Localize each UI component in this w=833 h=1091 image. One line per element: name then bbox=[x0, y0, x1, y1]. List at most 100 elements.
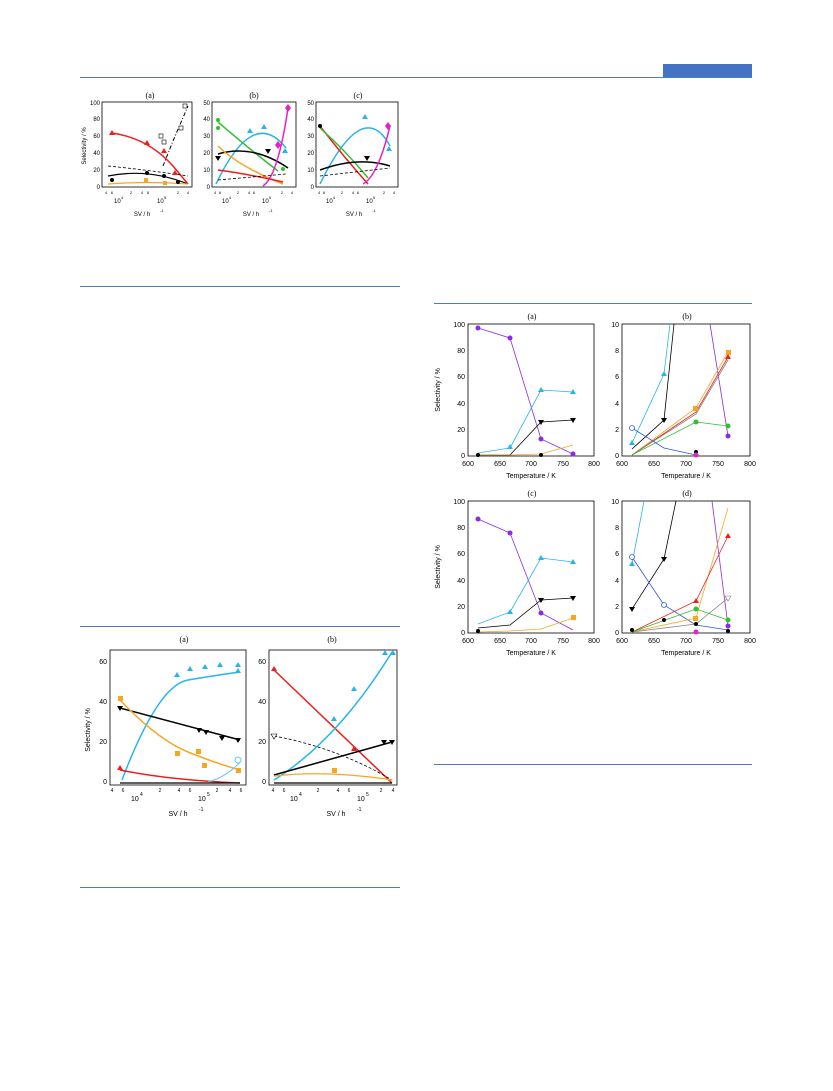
marker bbox=[693, 419, 699, 425]
y-tick: 20 bbox=[99, 739, 107, 746]
figure1: (a) Selectivity / % 0 20 40 60 80 100 4 … bbox=[82, 91, 399, 218]
y-tick: 0 bbox=[461, 630, 465, 637]
y-tick: 40 bbox=[258, 699, 266, 706]
markers-d bbox=[629, 533, 732, 635]
series-orange bbox=[477, 617, 574, 633]
marker bbox=[725, 433, 731, 439]
marker bbox=[145, 171, 149, 175]
marker bbox=[693, 406, 698, 411]
y-tick: 50 bbox=[203, 101, 210, 107]
marker bbox=[158, 133, 164, 139]
marker bbox=[693, 606, 699, 612]
x-minor-tick: 6 bbox=[189, 788, 192, 794]
y-tick: 20 bbox=[258, 739, 266, 746]
y-axis-label: Selectivity / % bbox=[435, 545, 442, 589]
plot-frame bbox=[211, 101, 297, 188]
marker bbox=[351, 686, 357, 691]
markers-green bbox=[216, 118, 285, 171]
x-minor-tick: 4 bbox=[229, 788, 232, 794]
x-axis-label: SV / h bbox=[326, 811, 345, 818]
plot-frame bbox=[315, 101, 399, 188]
x-minor-tick: 6 bbox=[323, 190, 326, 195]
x-minor-tick: 4 bbox=[318, 190, 321, 195]
marker bbox=[725, 533, 731, 538]
marker bbox=[163, 181, 167, 185]
x-minor-tick: 6 bbox=[240, 788, 243, 794]
x-minor-tick: 4 bbox=[392, 788, 395, 794]
fig2-panel-a: (a) Selectivity / % 0 20 40 60 4 6 2 4 6… bbox=[85, 635, 247, 818]
markers-magenta bbox=[385, 122, 391, 130]
x-axis-label: SV / h bbox=[243, 212, 259, 218]
marker bbox=[629, 561, 635, 566]
marker bbox=[217, 662, 223, 667]
y-tick: 20 bbox=[307, 151, 314, 157]
marker bbox=[476, 453, 480, 457]
series-orange bbox=[631, 351, 729, 456]
curve-black bbox=[119, 707, 241, 741]
marker bbox=[507, 530, 513, 536]
curve-green bbox=[217, 121, 279, 172]
x-axis-label: Temperature / K bbox=[661, 650, 711, 657]
marker bbox=[629, 440, 635, 445]
curve-black-dashed bbox=[107, 165, 189, 177]
curve-orange bbox=[119, 699, 241, 771]
marker bbox=[726, 629, 730, 633]
marker bbox=[172, 170, 178, 175]
marker bbox=[381, 740, 387, 745]
marker bbox=[331, 716, 337, 721]
x-decade-exp: 4 bbox=[121, 195, 124, 200]
panel-label: (a) bbox=[180, 635, 189, 644]
y-tick: 4 bbox=[615, 578, 619, 585]
marker bbox=[275, 141, 281, 149]
y-tick: 80 bbox=[457, 348, 465, 355]
x-minor-tick: 6 bbox=[357, 190, 360, 195]
y-tick: 20 bbox=[93, 168, 100, 174]
series-purple bbox=[709, 323, 729, 437]
marker bbox=[390, 650, 396, 655]
series-orange bbox=[631, 507, 729, 633]
marker bbox=[178, 125, 184, 131]
panel-label: (a) bbox=[528, 312, 537, 321]
series-green bbox=[631, 421, 729, 456]
x-minor-tick: 4 bbox=[178, 788, 181, 794]
marker bbox=[187, 666, 193, 671]
x-tick: 800 bbox=[744, 461, 756, 468]
x-minor-tick: 4 bbox=[141, 190, 144, 195]
y-tick: 8 bbox=[615, 348, 619, 355]
marker bbox=[118, 696, 123, 701]
series-purple bbox=[711, 500, 729, 627]
marker bbox=[538, 598, 544, 603]
marker bbox=[629, 607, 635, 612]
y-tick: 0 bbox=[262, 779, 266, 786]
markers-cyan bbox=[174, 662, 241, 677]
x-axis-label: Temperature / K bbox=[506, 650, 556, 657]
marker bbox=[285, 104, 291, 112]
panel-label: (b) bbox=[682, 312, 692, 321]
y-tick: 8 bbox=[615, 525, 619, 532]
marker bbox=[694, 622, 698, 626]
x-tick: 650 bbox=[494, 638, 506, 645]
y-tick: 10 bbox=[611, 499, 619, 506]
x-decade-exp: 4 bbox=[299, 792, 302, 798]
y-tick: 60 bbox=[99, 659, 107, 666]
x-axis-exp: -1 bbox=[372, 208, 376, 213]
marker bbox=[693, 616, 698, 621]
x-minor-tick: 2 bbox=[281, 190, 284, 195]
y-tick: 80 bbox=[93, 117, 100, 123]
fig3-panel-a: (a) Selectivity / % 0 20 40 60 80 100 60… bbox=[435, 312, 600, 480]
x-axis-label: SV / h bbox=[134, 212, 150, 218]
marker bbox=[270, 733, 278, 740]
x-tick: 700 bbox=[680, 461, 692, 468]
y-tick: 10 bbox=[307, 168, 314, 174]
marker bbox=[382, 650, 388, 655]
x-minor-tick: 4 bbox=[111, 788, 114, 794]
y-tick: 0 bbox=[311, 185, 315, 191]
y-tick: 30 bbox=[307, 134, 314, 140]
curve-red bbox=[119, 769, 241, 784]
markers-magenta bbox=[275, 104, 291, 149]
x-tick: 700 bbox=[525, 461, 537, 468]
x-axis-label: Temperature / K bbox=[661, 473, 711, 480]
x-minor-tick: 2 bbox=[237, 190, 240, 195]
x-minor-tick: 4 bbox=[291, 190, 294, 195]
x-minor-tick: 2 bbox=[159, 788, 162, 794]
